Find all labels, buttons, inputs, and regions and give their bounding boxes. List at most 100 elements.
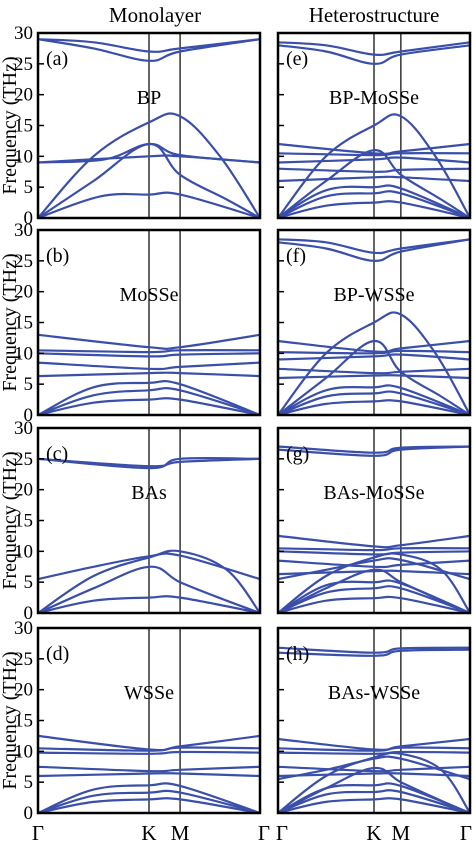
y-tick-label: 15 [14, 711, 33, 732]
y-tick-label: 0 [24, 603, 34, 624]
phonon-band-8 [277, 353, 471, 361]
phonon-band-3 [37, 380, 261, 417]
phonon-band-2 [37, 142, 261, 219]
phonon-band-7 [277, 772, 471, 778]
y-tick-label: 25 [14, 54, 33, 75]
y-tick-label: 25 [14, 449, 33, 470]
phonon-band-11 [277, 44, 471, 65]
phonon-band-3 [37, 549, 261, 614]
phonon-band-10 [277, 142, 471, 155]
phonon-band-8 [37, 333, 261, 350]
y-tick-label: 15 [14, 511, 33, 532]
material-name: BAs [131, 482, 167, 504]
phonon-band-1 [277, 797, 471, 815]
phonon-band-1 [37, 797, 261, 815]
material-name: MoSSe [120, 284, 179, 306]
panel-f: (f) BP-WSSe [276, 228, 472, 417]
y-tick-label: 20 [14, 480, 33, 501]
phonon-band-2 [277, 585, 471, 615]
phonon-band-11 [277, 534, 471, 549]
phonon-band-5 [37, 765, 261, 773]
phonon-band-1 [37, 397, 261, 417]
y-axis-label: Frequency (THz) [0, 651, 21, 789]
y-tick-label: 20 [14, 282, 33, 303]
phonon-band-7 [37, 38, 261, 53]
material-name: BP-WSSe [333, 284, 414, 306]
phonon-band-6 [37, 750, 261, 755]
phonon-band-3 [37, 112, 261, 219]
panel-label: (b) [46, 245, 69, 267]
y-tick-label: 10 [14, 541, 33, 562]
y-tick-label: 15 [14, 313, 33, 334]
panel-a: (a) BP 0 5 10 15 20 25 30 Frequency (THz) [0, 23, 262, 229]
phonon-band-8 [277, 765, 471, 773]
panel-d: (d) WSSe 0 5 10 15 20 25 30 Frequency (THz) [0, 618, 262, 824]
phonon-band-13 [277, 445, 471, 454]
phonon-band-6 [277, 755, 471, 781]
material-name: BP-MoSSe [329, 87, 419, 109]
y-tick-label: 5 [24, 772, 34, 793]
material-name: BP [137, 87, 161, 109]
y-tick-label: 5 [24, 572, 34, 593]
phonon-band-11 [277, 238, 471, 262]
phonon-band-6 [277, 175, 471, 183]
panel-e: (e) BP-MoSSe [276, 31, 472, 220]
phonon-band-5 [277, 113, 471, 219]
phonon-band-6 [37, 457, 261, 468]
phonon-band-12 [277, 648, 471, 657]
material-name: WSSe [124, 682, 174, 704]
phonon-band-5 [37, 142, 261, 164]
phonon-band-3 [37, 782, 261, 815]
phonon-band-7 [37, 349, 261, 354]
phonon-band-4 [277, 568, 471, 615]
material-name: BAs-MoSSe [323, 482, 424, 504]
phonon-band-5 [37, 361, 261, 371]
phonon-band-8 [277, 559, 471, 569]
y-axis-label: Frequency (THz) [0, 253, 21, 391]
y-tick-label: 15 [14, 116, 33, 137]
phonon-band-2 [277, 390, 471, 417]
column-title-heterostructure: Heterostructure [309, 3, 440, 27]
panel-label: (h) [286, 643, 309, 665]
phonon-band-1 [277, 399, 471, 417]
phonon-band-9 [277, 550, 471, 556]
y-axis-label: Frequency (THz) [0, 451, 21, 589]
phonon-band-8 [277, 156, 471, 164]
x-tick-label: K [366, 821, 381, 845]
phonon-band-6 [277, 374, 471, 380]
panel-h: (h) BAs-WSSe [276, 626, 472, 815]
phonon-band-6 [37, 38, 261, 62]
phonon-band-3 [277, 384, 471, 417]
column-title-monolayer: Monolayer [109, 3, 201, 27]
phonon-band-5 [277, 311, 471, 416]
phonon-band-3 [277, 184, 471, 220]
x-tick-label: M [171, 821, 190, 845]
phonon-band-4 [37, 552, 261, 581]
y-tick-label: 5 [24, 177, 34, 198]
phonon-band-2 [277, 789, 471, 815]
phonon-band-12 [277, 238, 471, 255]
phonon-band-7 [277, 569, 471, 576]
y-tick-label: 0 [24, 208, 34, 229]
phonon-band-8 [37, 734, 261, 752]
phonon-band-4 [37, 371, 261, 378]
phonon-band-1 [277, 595, 471, 615]
phonon-band-11 [277, 737, 471, 751]
y-tick-label: 10 [14, 741, 33, 762]
x-tick-label: Γ [258, 821, 270, 845]
y-tick-label: 25 [14, 251, 33, 272]
x-tick-label: K [141, 821, 156, 845]
panel-label: (g) [286, 443, 309, 465]
phonon-band-4 [37, 772, 261, 778]
y-tick-label: 20 [14, 85, 33, 106]
panel-label: (d) [46, 643, 69, 665]
y-tick-label: 10 [14, 146, 33, 167]
y-tick-label: 30 [14, 23, 33, 44]
phonon-band-2 [37, 387, 261, 417]
x-tick-label: M [392, 821, 411, 845]
panel-g: (g) BAs-MoSSe [276, 426, 472, 615]
panel-b: (b) MoSSe 0 5 10 15 20 25 30 Frequency (THz) [0, 220, 262, 426]
panel-label: (c) [46, 443, 68, 465]
phonon-band-2 [37, 789, 261, 815]
phonon-band-1 [277, 200, 471, 220]
